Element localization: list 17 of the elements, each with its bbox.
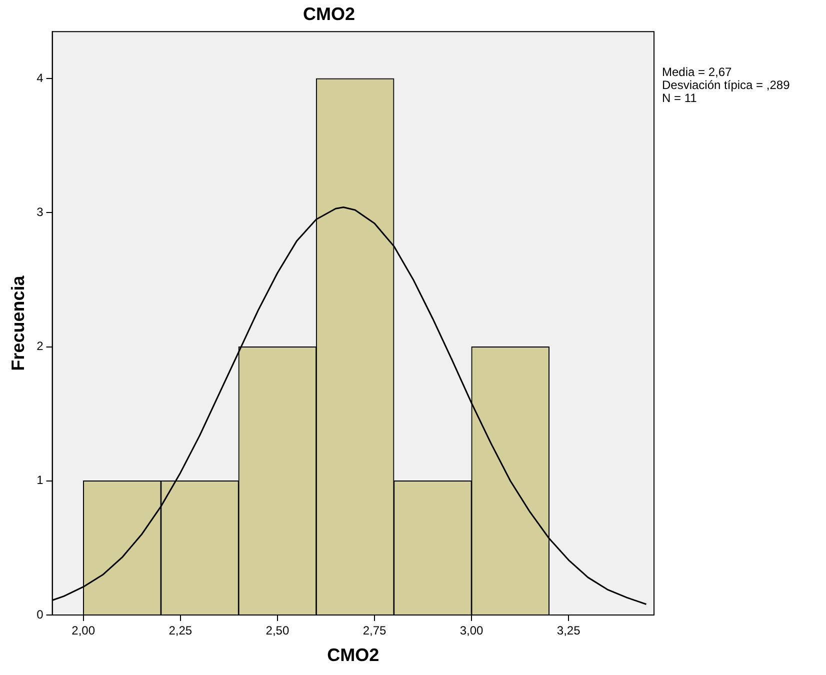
text: Media = 2,67 (662, 65, 733, 79)
y-tick-label: 2 (36, 339, 44, 354)
y-tick-label: 3 (36, 204, 44, 219)
x-tick-label: 3,25 (556, 624, 581, 638)
x-tick-label: 3,00 (460, 624, 484, 638)
text: N = 11 (662, 91, 698, 105)
y-axis-title: Frecuencia (8, 274, 28, 371)
text: Desviación típica = ,289 (662, 78, 790, 92)
y-tick-label: 1 (36, 473, 44, 488)
y-tick-label: 0 (36, 607, 44, 622)
y-tick-label: 4 (36, 70, 44, 85)
x-tick-label: 2,00 (72, 624, 96, 638)
x-axis-title: CMO2 (327, 645, 380, 666)
chart-title: CMO2 (302, 4, 356, 24)
x-tick-label: 2,75 (362, 624, 386, 638)
x-tick-label: 2,25 (168, 624, 192, 638)
x-tick-label: 2,50 (266, 624, 290, 638)
